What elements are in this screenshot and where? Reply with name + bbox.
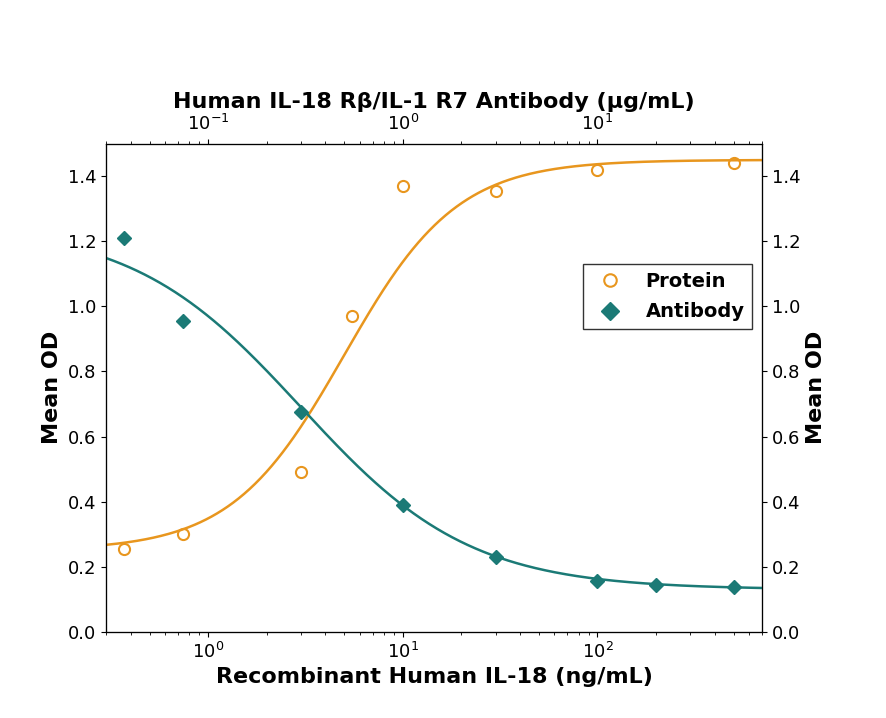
Legend: Protein, Antibody: Protein, Antibody: [583, 264, 752, 329]
Y-axis label: Mean OD: Mean OD: [806, 331, 826, 444]
X-axis label: Recombinant Human IL-18 (ng/mL): Recombinant Human IL-18 (ng/mL): [215, 667, 653, 687]
Y-axis label: Mean OD: Mean OD: [43, 331, 62, 444]
X-axis label: Human IL-18 Rβ/IL-1 R7 Antibody (μg/mL): Human IL-18 Rβ/IL-1 R7 Antibody (μg/mL): [174, 92, 695, 112]
